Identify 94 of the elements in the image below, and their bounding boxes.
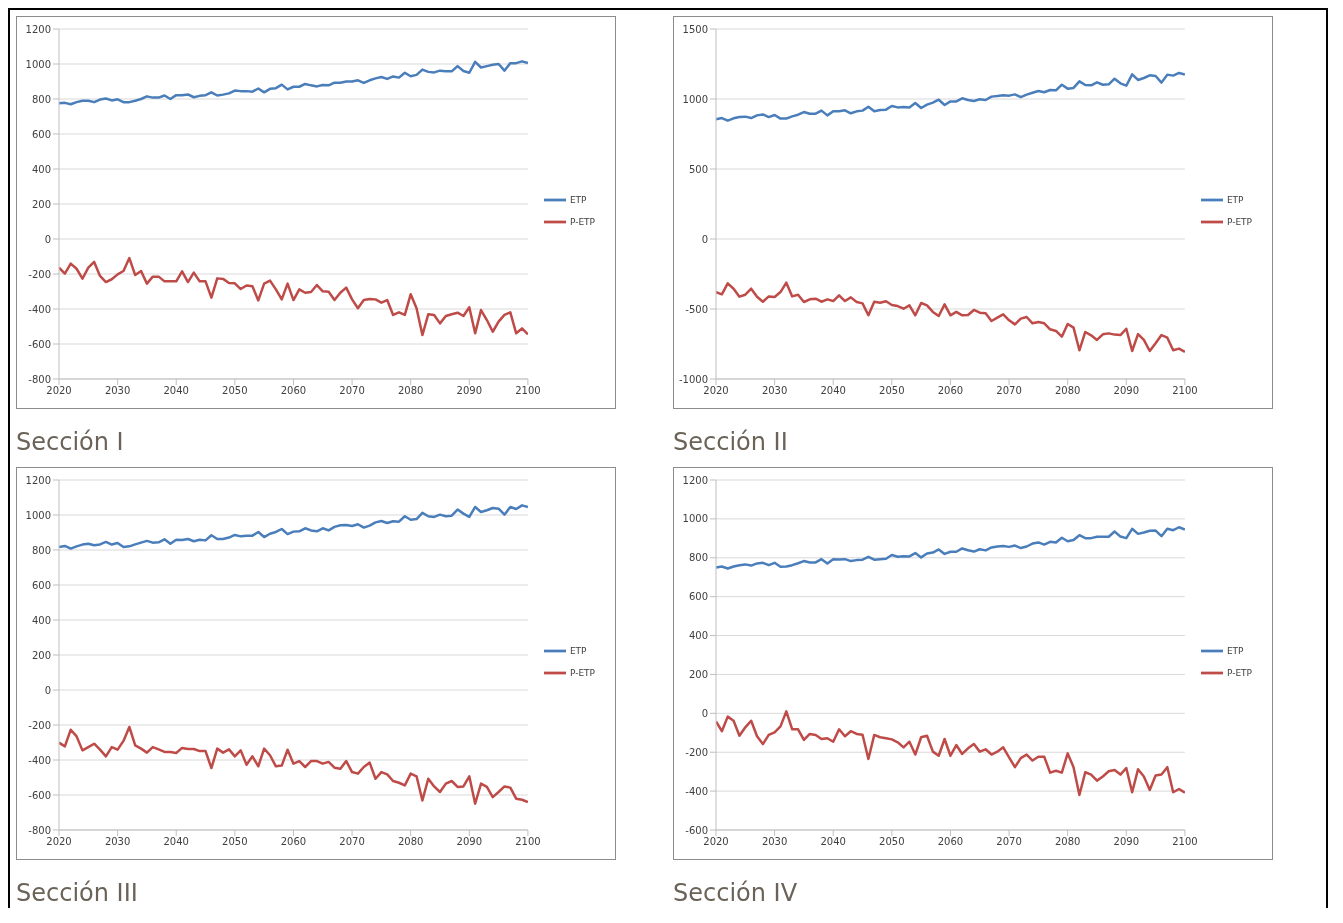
x-tick-label: 2080 bbox=[1054, 385, 1081, 397]
x-tick-label: 2100 bbox=[1172, 836, 1198, 848]
x-tick-label: 2090 bbox=[456, 836, 483, 848]
line-series bbox=[716, 710, 1185, 797]
y-tick-label: 800 bbox=[31, 544, 51, 556]
y-tick-label: 600 bbox=[31, 579, 51, 591]
y-tick-label: 200 bbox=[31, 198, 51, 210]
x-tick-label: 2030 bbox=[761, 836, 788, 848]
x-tick-label: 2050 bbox=[222, 836, 248, 848]
y-tick-label: -600 bbox=[28, 789, 51, 801]
y-tick-label: 0 bbox=[701, 707, 708, 719]
y-tick-label: -500 bbox=[685, 303, 708, 315]
x-tick-label: 2100 bbox=[1172, 385, 1198, 397]
x-tick-label: 2090 bbox=[1113, 836, 1140, 848]
line-series bbox=[716, 71, 1185, 122]
y-tick-label: 600 bbox=[688, 591, 708, 603]
y-tick-label: 1000 bbox=[25, 509, 51, 521]
y-tick-label: -200 bbox=[28, 268, 51, 280]
y-tick-label: 0 bbox=[44, 684, 51, 696]
x-tick-label: 2020 bbox=[46, 385, 72, 397]
line-series bbox=[59, 725, 528, 805]
y-tick-label: -600 bbox=[28, 338, 51, 350]
x-tick-label: 2030 bbox=[104, 836, 131, 848]
x-tick-label: 2060 bbox=[280, 836, 307, 848]
y-tick-label: 0 bbox=[44, 233, 51, 245]
y-tick-label: 400 bbox=[31, 614, 51, 626]
x-tick-label: 2100 bbox=[515, 385, 541, 397]
y-tick-label: -1000 bbox=[678, 373, 708, 385]
y-tick-label: 0 bbox=[701, 233, 708, 245]
legend-label: ETP bbox=[569, 645, 587, 656]
y-tick-label: 400 bbox=[688, 630, 708, 642]
y-tick-label: 1500 bbox=[682, 23, 708, 35]
y-tick-label: 500 bbox=[688, 163, 708, 175]
x-tick-label: 2050 bbox=[222, 385, 248, 397]
y-tick-label: -600 bbox=[685, 824, 708, 836]
x-tick-label: 2080 bbox=[1054, 836, 1081, 848]
x-tick-label: 2020 bbox=[46, 836, 72, 848]
legend-label: P-ETP bbox=[569, 667, 595, 678]
x-tick-label: 2070 bbox=[339, 836, 365, 848]
x-tick-label: 2100 bbox=[515, 836, 541, 848]
y-tick-label: -800 bbox=[28, 824, 51, 836]
line-series bbox=[716, 281, 1185, 354]
x-tick-label: 2080 bbox=[397, 385, 424, 397]
y-tick-label: 1000 bbox=[25, 58, 51, 70]
x-tick-label: 2030 bbox=[761, 385, 788, 397]
x-tick-label: 2060 bbox=[937, 385, 964, 397]
x-tick-label: 2070 bbox=[996, 836, 1022, 848]
legend-label: ETP bbox=[1226, 645, 1244, 656]
legend-label: P-ETP bbox=[1226, 216, 1252, 227]
text: Sección I bbox=[16, 427, 125, 457]
line-series bbox=[59, 256, 528, 337]
x-tick-label: 2060 bbox=[937, 836, 964, 848]
x-tick-label: 2080 bbox=[397, 836, 424, 848]
x-tick-label: 2060 bbox=[280, 385, 307, 397]
y-tick-label: 1200 bbox=[682, 474, 708, 486]
x-tick-label: 2070 bbox=[339, 385, 365, 397]
y-tick-label: 200 bbox=[688, 668, 708, 680]
y-tick-label: -200 bbox=[28, 719, 51, 731]
y-tick-label: 600 bbox=[31, 128, 51, 140]
x-tick-label: 2090 bbox=[456, 385, 483, 397]
x-tick-label: 2050 bbox=[879, 385, 905, 397]
legend-label: P-ETP bbox=[1226, 667, 1252, 678]
y-tick-label: -400 bbox=[28, 303, 51, 315]
line-series bbox=[59, 60, 528, 106]
y-tick-label: 800 bbox=[31, 93, 51, 105]
text: Sección IV bbox=[673, 878, 799, 908]
legend-label: ETP bbox=[569, 194, 587, 205]
text: Sección II bbox=[673, 427, 789, 457]
y-tick-label: -400 bbox=[28, 754, 51, 766]
text: Sección III bbox=[16, 878, 139, 908]
legend-label: P-ETP bbox=[569, 216, 595, 227]
x-tick-label: 2050 bbox=[879, 836, 905, 848]
line-series bbox=[59, 504, 528, 550]
y-tick-label: 200 bbox=[31, 649, 51, 661]
x-tick-label: 2090 bbox=[1113, 385, 1140, 397]
x-tick-label: 2040 bbox=[163, 836, 189, 848]
legend-label: ETP bbox=[1226, 194, 1244, 205]
y-tick-label: -200 bbox=[685, 746, 708, 758]
y-tick-label: 1000 bbox=[682, 93, 708, 105]
x-tick-label: 2030 bbox=[104, 385, 131, 397]
x-tick-label: 2040 bbox=[163, 385, 189, 397]
x-tick-label: 2020 bbox=[703, 836, 729, 848]
y-tick-label: -400 bbox=[685, 785, 708, 797]
x-tick-label: 2070 bbox=[996, 385, 1022, 397]
line-series bbox=[716, 526, 1185, 570]
y-tick-label: 400 bbox=[31, 163, 51, 175]
y-tick-label: -800 bbox=[28, 373, 51, 385]
y-tick-label: 1200 bbox=[25, 23, 51, 35]
x-tick-label: 2020 bbox=[703, 385, 729, 397]
y-tick-label: 800 bbox=[688, 552, 708, 564]
y-tick-label: 1000 bbox=[682, 513, 708, 525]
x-tick-label: 2040 bbox=[820, 836, 846, 848]
x-tick-label: 2040 bbox=[820, 385, 846, 397]
y-tick-label: 1200 bbox=[25, 474, 51, 486]
